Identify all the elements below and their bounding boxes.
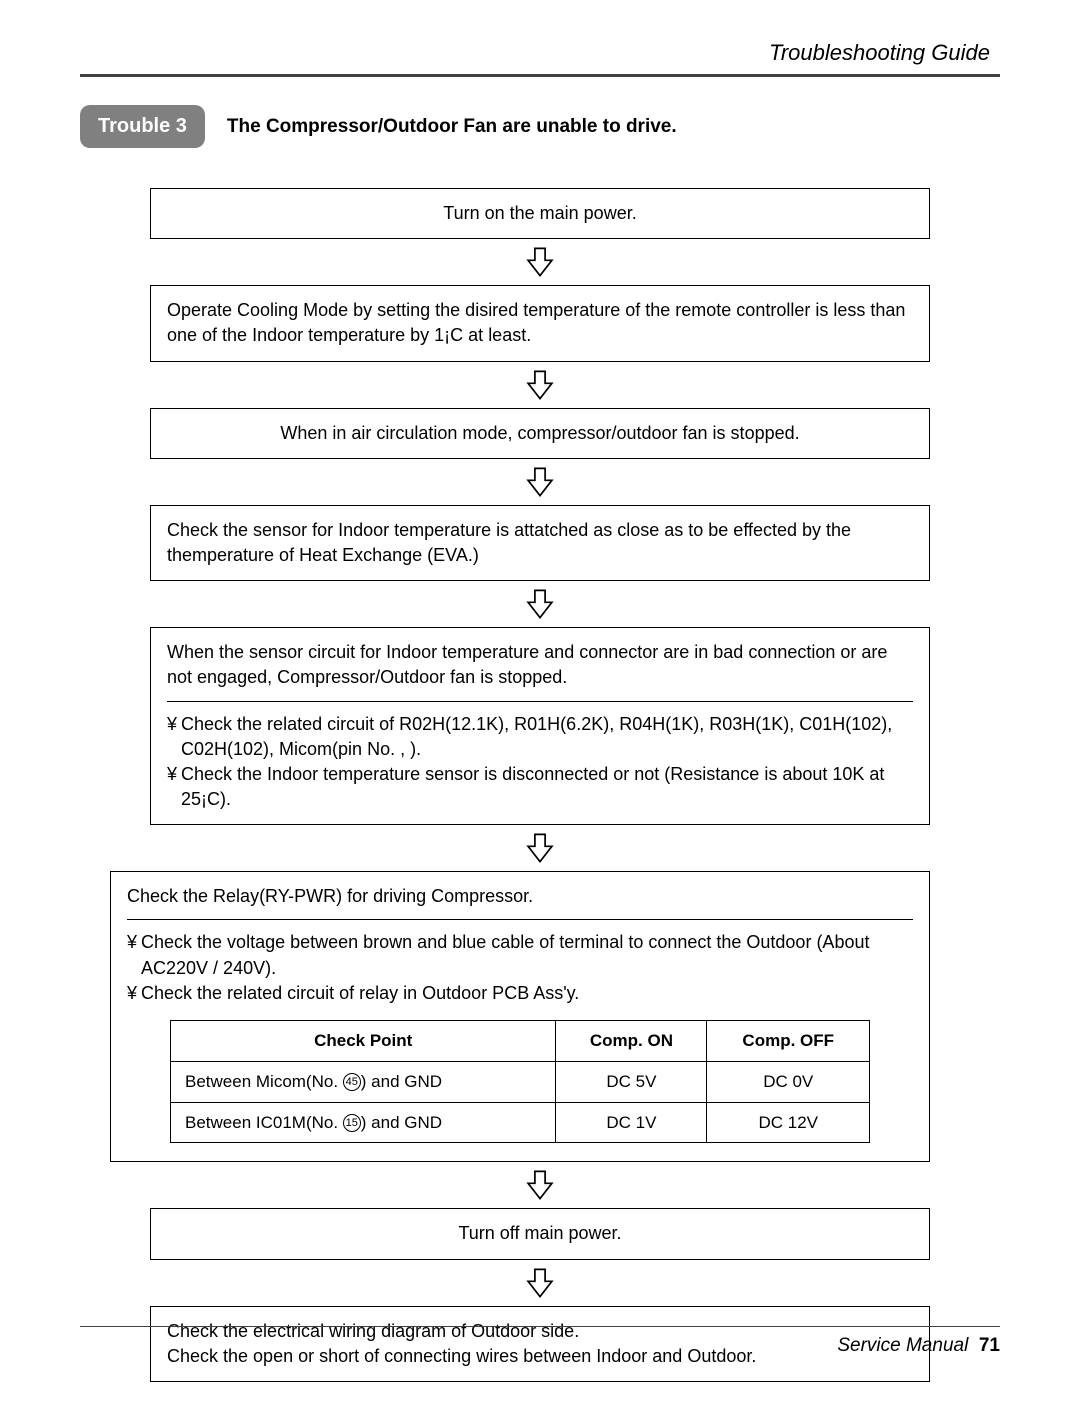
trouble-badge: Trouble 3 (80, 105, 205, 148)
th-comp-on: Comp. ON (556, 1021, 707, 1062)
footer-page: 71 (979, 1335, 1000, 1356)
circled-number-icon: 45 (343, 1073, 361, 1091)
bullet-icon: ¥ (167, 762, 177, 812)
step-6: Check the Relay(RY-PWR) for driving Comp… (110, 871, 930, 1162)
th-comp-off: Comp. OFF (707, 1021, 870, 1062)
step-5-sub: ¥ Check the related circuit of R02H(12.1… (167, 701, 913, 813)
step-6-b2-text: Check the related circuit of relay in Ou… (141, 981, 579, 1006)
page-footer: Service Manual 71 (80, 1326, 1000, 1357)
td-on: DC 5V (556, 1061, 707, 1102)
table-header-row: Check Point Comp. ON Comp. OFF (171, 1021, 870, 1062)
step-4: Check the sensor for Indoor temperature … (150, 505, 930, 581)
table-row: Between IC01M(No. 15) and GND DC 1V DC 1… (171, 1102, 870, 1143)
step-5-b2-text: Check the Indoor temperature sensor is d… (181, 762, 913, 812)
check-table: Check Point Comp. ON Comp. OFF Between M… (170, 1020, 870, 1143)
step-7: Turn off main power. (150, 1208, 930, 1259)
footer-label: Service Manual (837, 1335, 968, 1356)
bullet-icon: ¥ (167, 712, 177, 762)
arrow-down-icon (523, 1168, 557, 1202)
step-2: Operate Cooling Mode by setting the disi… (150, 285, 930, 361)
table-row: Between Micom(No. 45) and GND DC 5V DC 0… (171, 1061, 870, 1102)
step-5-bullet-2: ¥ Check the Indoor temperature sensor is… (167, 762, 913, 812)
arrow-down-icon (523, 1266, 557, 1300)
step-6-bullet-1: ¥ Check the voltage between brown and bl… (127, 930, 913, 980)
td-checkpoint: Between Micom(No. 45) and GND (171, 1061, 556, 1102)
arrow-down-icon (523, 831, 557, 865)
arrow-down-icon (523, 368, 557, 402)
step-6-sub: ¥ Check the voltage between brown and bl… (127, 919, 913, 1143)
step-6-bullet-2: ¥ Check the related circuit of relay in … (127, 981, 913, 1006)
step-6-head: Check the Relay(RY-PWR) for driving Comp… (127, 884, 913, 909)
bullet-icon: ¥ (127, 981, 137, 1006)
step-6-b1-text: Check the voltage between brown and blue… (141, 930, 913, 980)
td-off: DC 12V (707, 1102, 870, 1143)
th-checkpoint: Check Point (171, 1021, 556, 1062)
page-header: Troubleshooting Guide (80, 40, 1000, 77)
step-5: When the sensor circuit for Indoor tempe… (150, 627, 930, 825)
step-5-b1-text: Check the related circuit of R02H(12.1K)… (181, 712, 913, 762)
cp-post: ) and GND (361, 1072, 442, 1091)
arrow-down-icon (523, 465, 557, 499)
td-off: DC 0V (707, 1061, 870, 1102)
arrow-down-icon (523, 245, 557, 279)
trouble-title: The Compressor/Outdoor Fan are unable to… (227, 116, 677, 138)
flowchart: Turn on the main power. Operate Cooling … (80, 188, 1000, 1382)
td-checkpoint: Between IC01M(No. 15) and GND (171, 1102, 556, 1143)
cp-post: ) and GND (361, 1113, 442, 1132)
step-5-bullet-1: ¥ Check the related circuit of R02H(12.1… (167, 712, 913, 762)
bullet-icon: ¥ (127, 930, 137, 980)
trouble-heading-row: Trouble 3 The Compressor/Outdoor Fan are… (80, 105, 1000, 148)
circled-number-icon: 15 (343, 1114, 361, 1132)
step-1: Turn on the main power. (150, 188, 930, 239)
arrow-down-icon (523, 587, 557, 621)
step-5-head: When the sensor circuit for Indoor tempe… (167, 640, 913, 690)
cp-pre: Between Micom(No. (185, 1072, 343, 1091)
td-on: DC 1V (556, 1102, 707, 1143)
step-3: When in air circulation mode, compressor… (150, 408, 930, 459)
cp-pre: Between IC01M(No. (185, 1113, 343, 1132)
